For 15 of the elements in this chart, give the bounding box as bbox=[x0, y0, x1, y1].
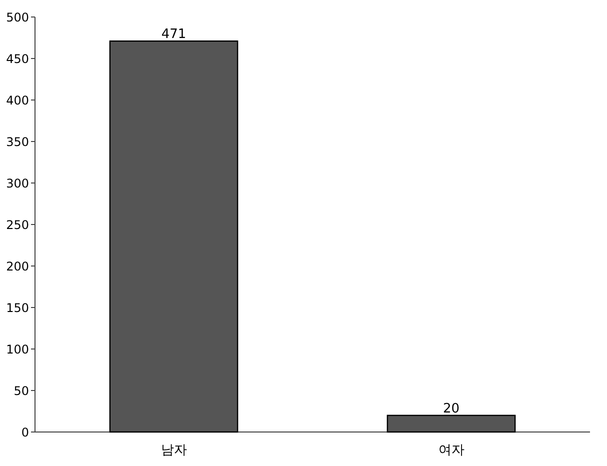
y-tick-label: 250 bbox=[6, 218, 29, 232]
y-tick-label: 150 bbox=[6, 301, 29, 315]
y-tick-label: 350 bbox=[6, 135, 29, 149]
y-tick-label: 400 bbox=[6, 94, 29, 108]
y-tick-label: 0 bbox=[21, 426, 29, 440]
x-tick-label: 남자 bbox=[160, 443, 187, 458]
y-tick-label: 50 bbox=[14, 384, 29, 398]
data-label: 20 bbox=[442, 401, 460, 416]
y-tick-label: 500 bbox=[6, 10, 29, 24]
y-tick-label: 300 bbox=[6, 176, 29, 190]
data-label: 471 bbox=[161, 27, 186, 42]
x-tick-label: 여자 bbox=[438, 443, 464, 458]
y-tick-label: 200 bbox=[6, 260, 29, 274]
y-tick-label: 450 bbox=[6, 52, 29, 66]
y-tick-label: 100 bbox=[6, 342, 29, 356]
